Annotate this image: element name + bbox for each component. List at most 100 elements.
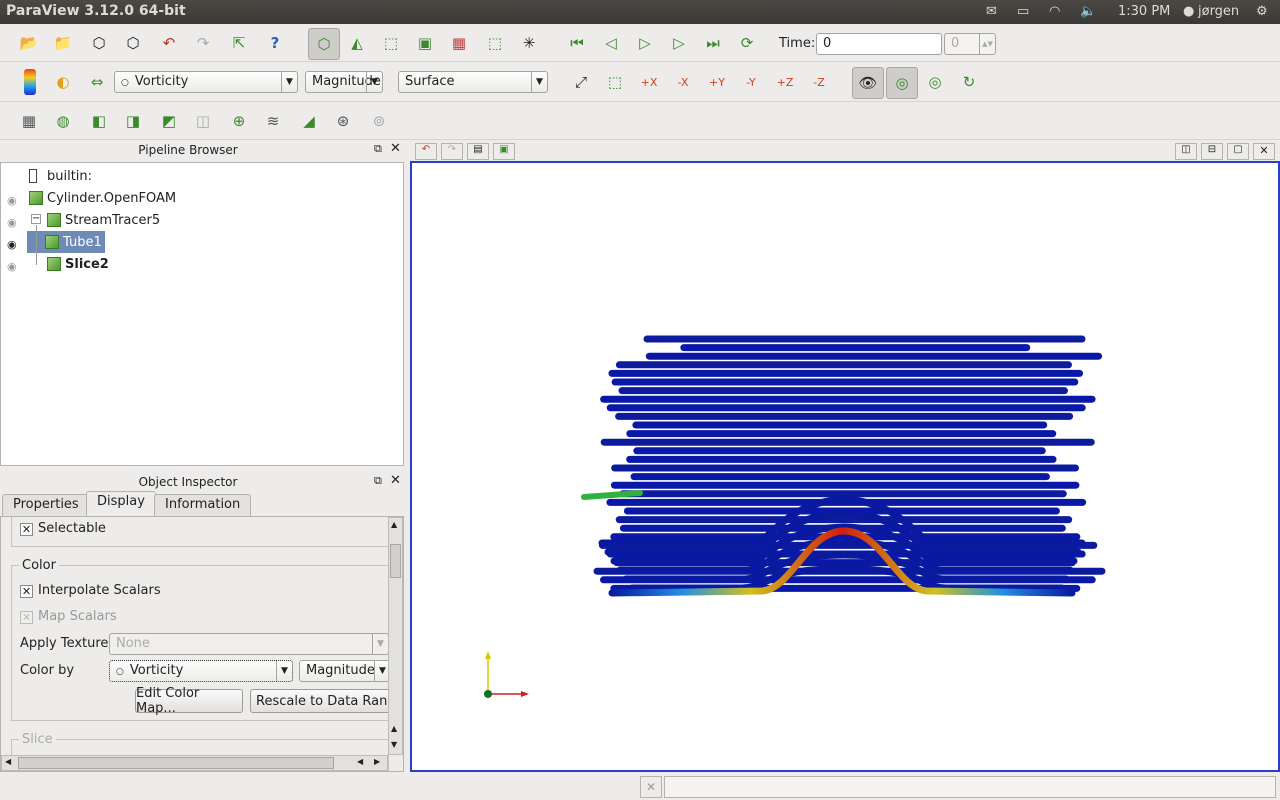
edit-colormap-icon[interactable]: ◐ — [56, 73, 70, 91]
clip-icon[interactable]: ◧ — [91, 112, 107, 130]
view-minus-y-icon[interactable]: -Y — [746, 75, 756, 89]
scroll-thumb[interactable] — [390, 544, 401, 578]
slice-icon[interactable]: ◨ — [125, 112, 141, 130]
scroll-up-icon[interactable]: ▲ — [391, 724, 398, 733]
last-frame-icon[interactable]: ⏭ — [706, 34, 720, 52]
scroll-left-icon[interactable]: ◀ — [5, 757, 12, 766]
view-plus-y-icon[interactable]: +Y — [709, 75, 725, 89]
reset-center-icon[interactable]: ◎ — [928, 73, 942, 91]
reset-camera-icon[interactable]: ⤢ — [574, 73, 587, 91]
collapse-icon[interactable]: − — [31, 213, 41, 224]
save-state-icon[interactable]: ⬡ — [126, 34, 140, 52]
view-plus-z-icon[interactable]: +Z — [776, 75, 794, 89]
render-canvas[interactable] — [412, 163, 1278, 770]
representation-select[interactable]: Surface ▼ — [398, 71, 548, 93]
play-icon[interactable]: ▷ — [639, 34, 651, 52]
rescale-button[interactable]: Rescale to Data Range — [250, 689, 390, 713]
camera-undo-icon[interactable]: ↶ — [415, 143, 437, 160]
time-index-spinbox[interactable]: 0 ▲▼ — [944, 33, 996, 55]
horizontal-scrollbar[interactable]: ◀ ◀ ▶ — [1, 755, 388, 771]
tree-item-cylinder[interactable]: Cylinder.OpenFOAM — [29, 187, 176, 209]
previous-frame-icon[interactable]: ◁ — [605, 34, 617, 52]
tab-properties[interactable]: Properties — [2, 494, 90, 516]
maximize-icon[interactable]: ▢ — [1227, 143, 1249, 160]
contour-icon[interactable]: ◍ — [56, 112, 70, 130]
close-view-icon[interactable]: ✕ — [1253, 143, 1275, 160]
tree-item-builtin[interactable]: builtin: — [29, 165, 92, 187]
map-scalars-checkbox[interactable]: ✕ — [20, 611, 33, 624]
color-legend-icon[interactable] — [24, 69, 36, 95]
scroll-thumb[interactable] — [18, 757, 334, 769]
help-icon[interactable]: ? — [270, 34, 280, 52]
interact-icon[interactable]: ⬡ — [308, 28, 340, 60]
user-icon[interactable]: ● — [1183, 4, 1195, 19]
volume-icon[interactable]: 🔈 — [1080, 4, 1097, 19]
spin-arrows-icon[interactable]: ▲▼ — [979, 34, 995, 54]
render-view[interactable] — [410, 161, 1280, 772]
view-settings-icon[interactable]: ▤ — [467, 143, 489, 160]
float-icon[interactable]: ⧉ — [374, 142, 382, 155]
selectable-checkbox[interactable]: ✕ — [20, 523, 33, 536]
pick-center-icon[interactable]: ↻ — [962, 73, 976, 91]
interpolate-scalars-checkbox[interactable]: ✕ — [20, 585, 33, 598]
extract-level-icon[interactable]: ⊚ — [372, 112, 386, 130]
select-cells-icon[interactable]: ◭ — [351, 34, 363, 52]
user-name[interactable]: jørgen — [1198, 4, 1240, 19]
clear-selection-icon[interactable]: ✳ — [522, 34, 536, 52]
clock[interactable]: 1:30 PM — [1118, 4, 1171, 19]
apply-texture-select[interactable]: None ▼ — [109, 633, 389, 655]
warp-vector-icon[interactable]: ◢ — [303, 112, 315, 130]
eye-icon[interactable]: ◉ — [7, 216, 17, 229]
connect-icon[interactable]: ⇱ — [232, 34, 246, 52]
scroll-down-icon[interactable]: ▼ — [391, 740, 398, 749]
scroll-left-icon[interactable]: ◀ — [357, 757, 364, 766]
threshold-icon[interactable]: ◩ — [161, 112, 177, 130]
tab-display[interactable]: Display — [86, 491, 156, 517]
cancel-progress-icon[interactable]: ✕ — [640, 776, 662, 798]
show-center-icon[interactable]: ◎ — [886, 67, 918, 99]
color-component-select[interactable]: Magnitude ▼ — [305, 71, 383, 93]
stream-tracer-icon[interactable]: ≋ — [266, 112, 280, 130]
next-frame-icon[interactable]: ▷ — [673, 34, 685, 52]
first-frame-icon[interactable]: ⏮ — [570, 34, 584, 52]
tree-item-streamtracer[interactable]: StreamTracer5 — [47, 209, 160, 231]
vertical-scrollbar[interactable]: ▲ ▲ ▼ — [388, 517, 403, 755]
battery-icon[interactable]: ▭ — [1017, 4, 1030, 19]
select-block-icon[interactable]: ⬚ — [487, 34, 503, 52]
loop-icon[interactable]: ⟳ — [740, 34, 754, 52]
wifi-icon[interactable]: ◠ — [1049, 4, 1061, 19]
capture-icon[interactable]: ▣ — [493, 143, 515, 160]
split-horizontal-icon[interactable]: ◫ — [1175, 143, 1197, 160]
close-icon[interactable]: ✕ — [390, 141, 401, 156]
gear-icon[interactable]: ⚙ — [1256, 4, 1268, 19]
eye-icon[interactable]: ◉ — [7, 238, 17, 251]
tree-item-slice2[interactable]: Slice2 — [47, 253, 109, 275]
select-points-icon[interactable]: ⬚ — [383, 34, 399, 52]
camera-redo-icon[interactable]: ↷ — [441, 143, 463, 160]
color-by-component-select[interactable]: Magnitude ▼ — [299, 660, 391, 682]
extract-subset-icon[interactable]: ◫ — [195, 112, 211, 130]
save-icon[interactable]: 📁 — [53, 34, 73, 52]
view-minus-z-icon[interactable]: -Z — [813, 75, 825, 89]
show-orientation-axes-icon[interactable]: 👁 — [852, 67, 884, 99]
glyph-icon[interactable]: ⊕ — [232, 112, 246, 130]
tree-item-tube1[interactable]: Tube1 — [27, 231, 105, 253]
mail-icon[interactable]: ✉ — [986, 4, 997, 19]
rescale-icon[interactable]: ⇔ — [90, 73, 104, 91]
select-frustum-points-icon[interactable]: ▦ — [451, 34, 467, 52]
undo-icon[interactable]: ↶ — [162, 34, 176, 52]
calculator-icon[interactable]: ▦ — [21, 112, 37, 130]
scroll-up-icon[interactable]: ▲ — [391, 520, 398, 529]
open-icon[interactable]: 📂 — [19, 34, 39, 52]
view-minus-x-icon[interactable]: -X — [677, 75, 689, 89]
redo-icon[interactable]: ↷ — [196, 34, 210, 52]
close-icon[interactable]: ✕ — [390, 473, 401, 488]
eye-icon[interactable]: ◉ — [7, 260, 17, 273]
float-icon[interactable]: ⧉ — [374, 474, 382, 487]
zoom-to-data-icon[interactable]: ⬚ — [607, 73, 623, 91]
color-array-select[interactable]: ○ Vorticity ▼ — [114, 71, 298, 93]
view-plus-x-icon[interactable]: +X — [640, 75, 658, 89]
select-frustum-icon[interactable]: ▣ — [417, 34, 433, 52]
eye-icon[interactable]: ◉ — [7, 194, 17, 207]
group-datasets-icon[interactable]: ⊛ — [336, 112, 350, 130]
